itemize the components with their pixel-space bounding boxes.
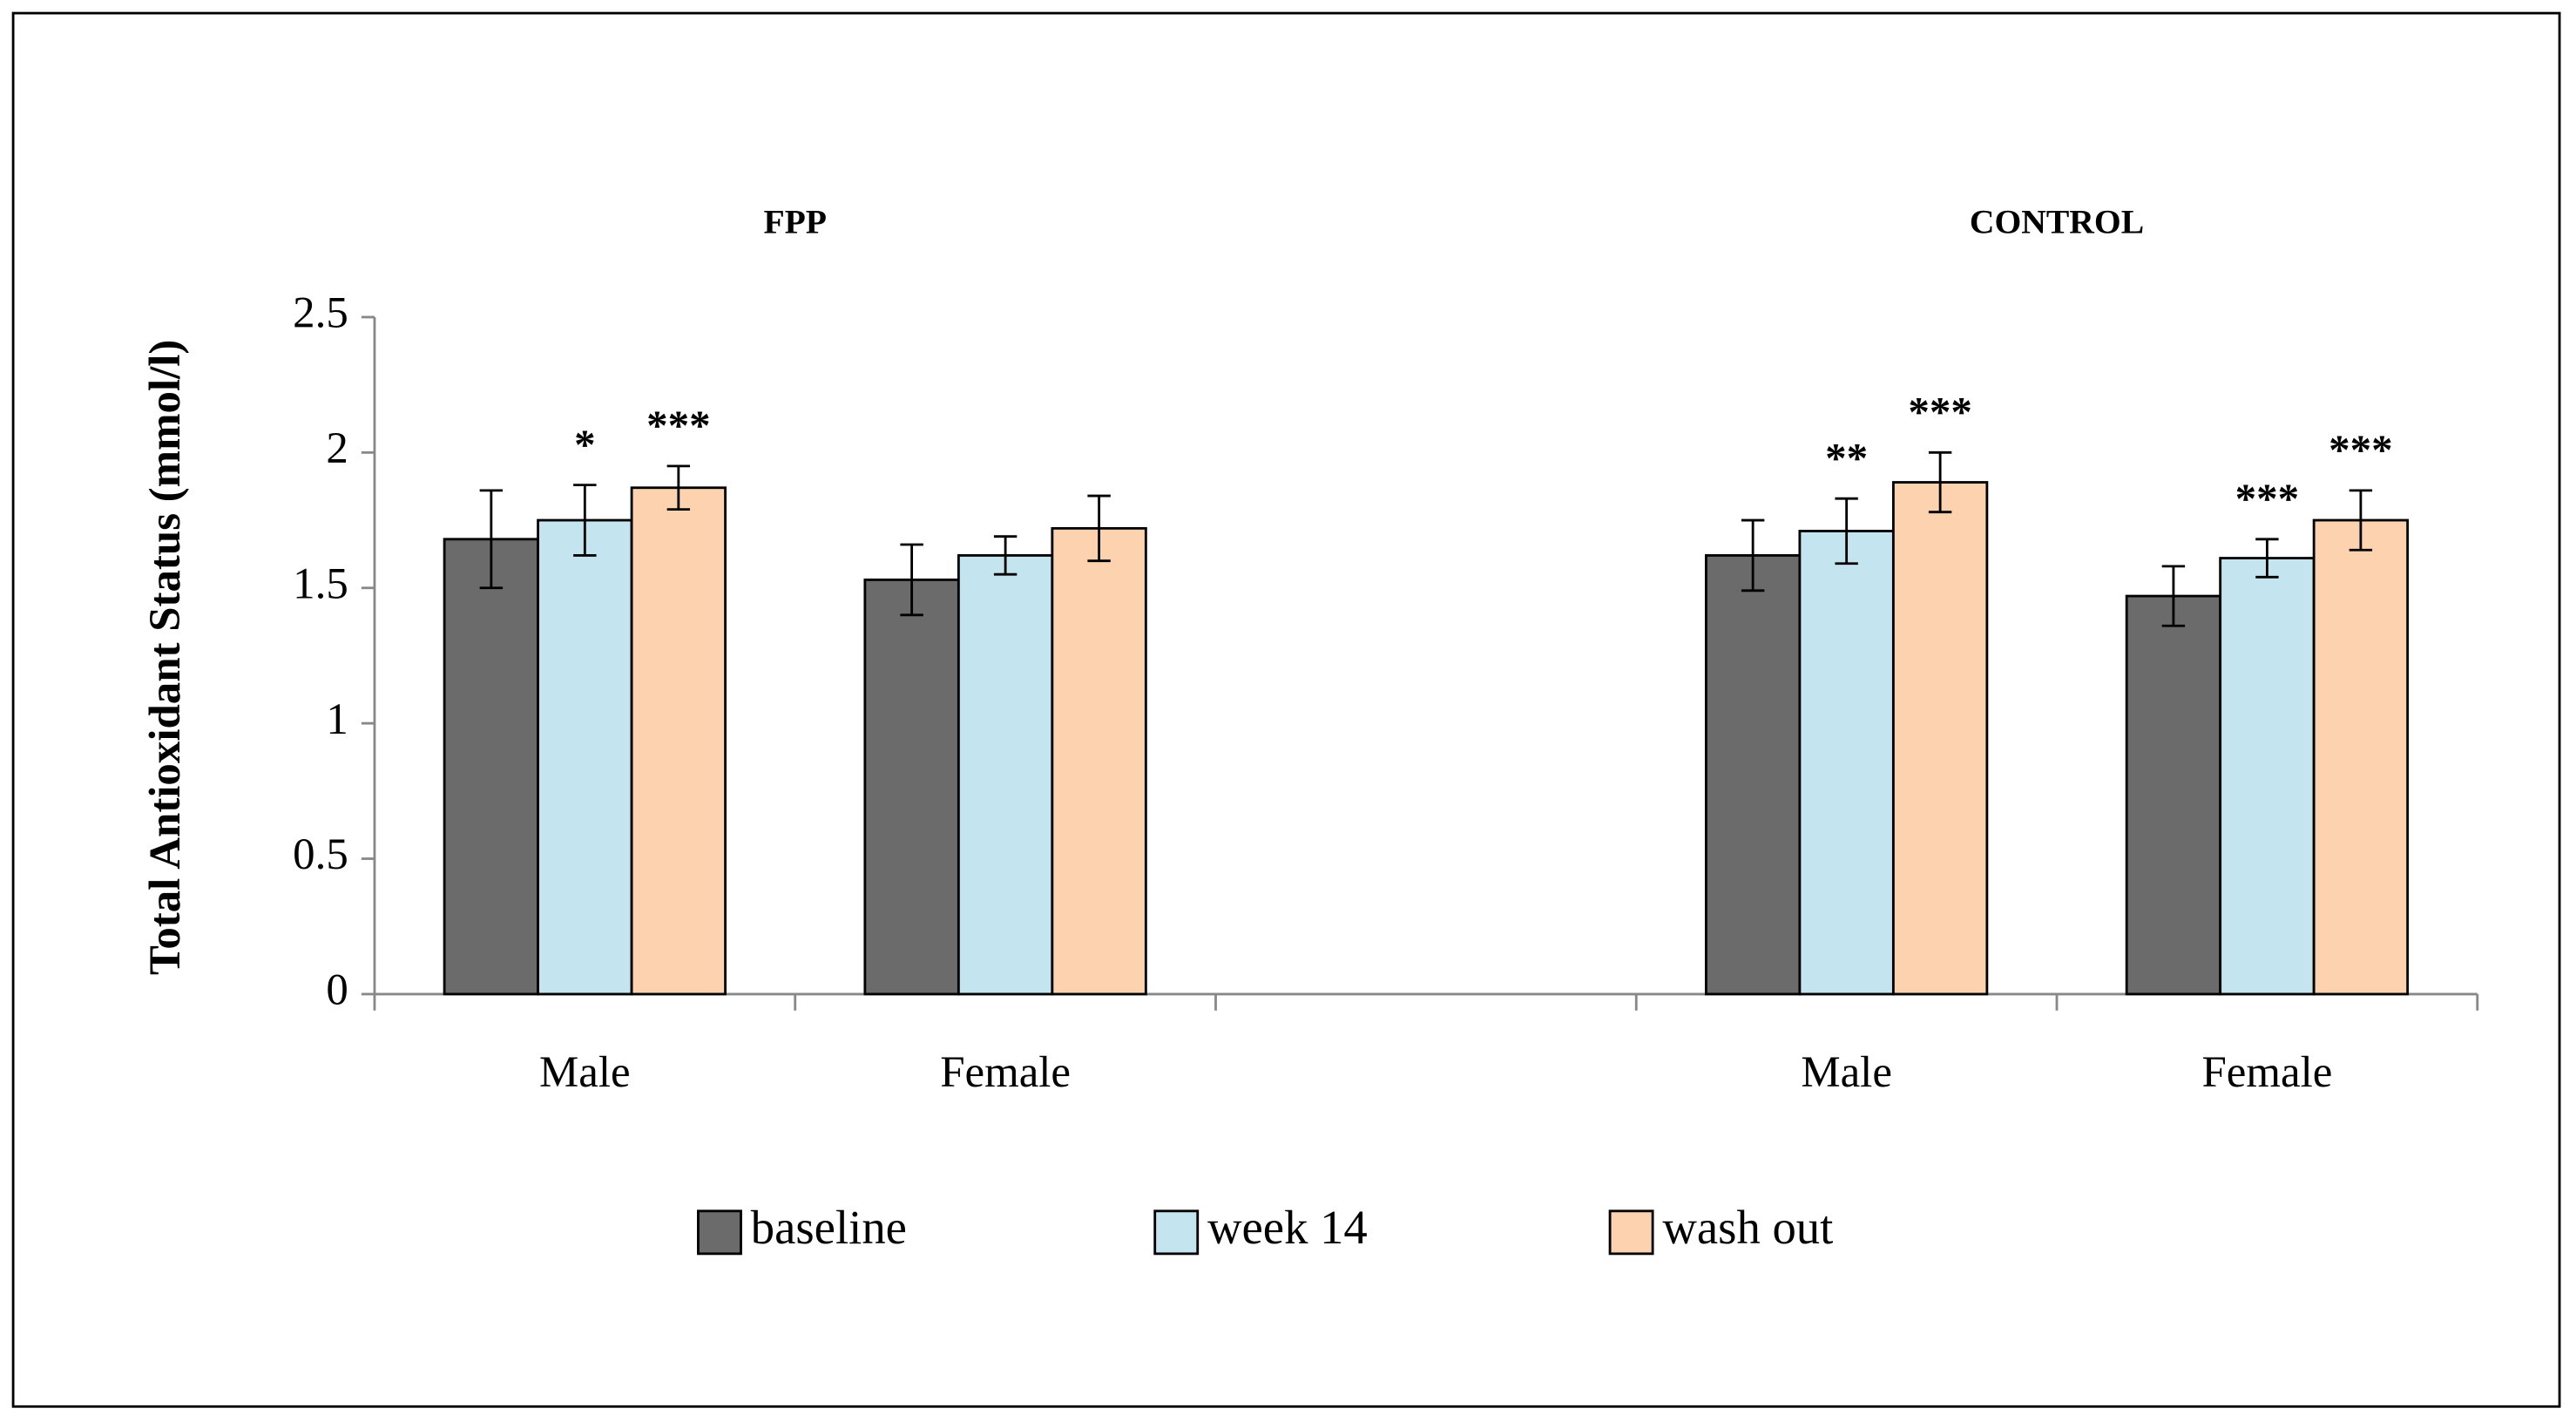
- legend-swatch: [1608, 1209, 1654, 1256]
- y-tick-label: 0.5: [293, 830, 348, 879]
- bar: [1704, 554, 1802, 996]
- y-tick-label: 2.5: [293, 289, 348, 338]
- legend-label: baseline: [751, 1201, 907, 1254]
- y-tick-label: 2: [326, 424, 348, 473]
- significance-label: *: [574, 420, 596, 468]
- legend-label: wash out: [1662, 1201, 1833, 1254]
- bar: [630, 486, 727, 996]
- y-tick-label: 1.5: [293, 559, 348, 608]
- bar: [2219, 557, 2316, 996]
- bar: [537, 518, 633, 996]
- legend-swatch: [1153, 1209, 1200, 1256]
- bar: [443, 538, 540, 996]
- significance-label: ***: [2235, 475, 2300, 523]
- bar: [1891, 481, 1989, 996]
- legend-swatch: [697, 1209, 742, 1256]
- x-tick-label: Male: [1801, 1048, 1892, 1097]
- chart-area: Total Antioxidant Status (mmol/l) 0 0.5 1 1…: [11, 11, 2561, 1408]
- significance-label: **: [1825, 434, 1868, 482]
- significance-label: ***: [2329, 426, 2393, 474]
- y-tick-label: 1: [326, 695, 348, 744]
- bar: [863, 579, 960, 996]
- bar: [2312, 518, 2410, 996]
- group-label: CONTROL: [1970, 202, 2144, 240]
- x-tick-label: Male: [539, 1048, 631, 1097]
- y-tick-label: 0: [326, 966, 348, 1015]
- bar: [2125, 594, 2222, 996]
- bar: [1798, 530, 1895, 996]
- significance-label: ***: [1908, 388, 1972, 436]
- x-tick-label: Female: [940, 1048, 1071, 1097]
- bar: [957, 554, 1054, 996]
- bar: [1051, 526, 1147, 996]
- legend-label: week 14: [1207, 1201, 1368, 1254]
- significance-label: ***: [646, 402, 711, 450]
- x-tick-label: Female: [2201, 1048, 2332, 1097]
- group-label: FPP: [763, 202, 827, 240]
- y-axis-label: Total Antioxidant Status (mmol/l): [141, 340, 190, 975]
